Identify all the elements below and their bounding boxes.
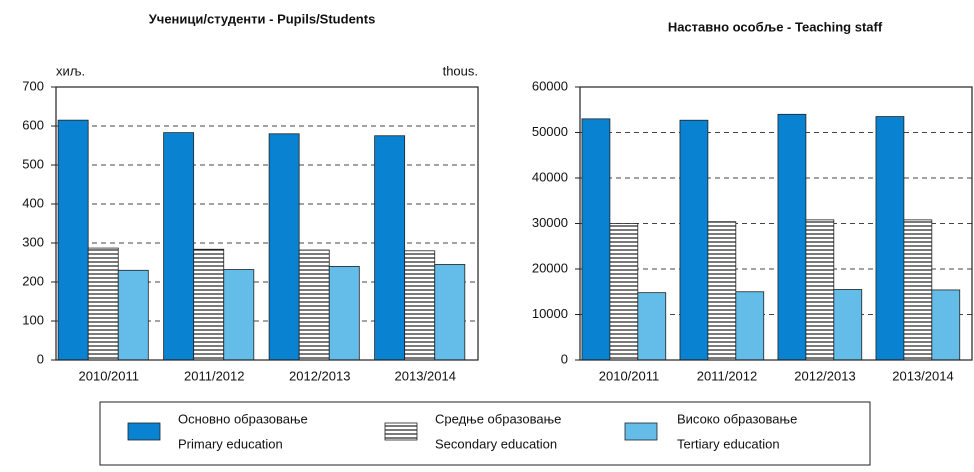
y-tick-label: 60000 (532, 78, 568, 93)
x-tick-label: 2010/2011 (599, 368, 660, 383)
bar (163, 132, 195, 361)
x-tick-label: 2013/2014 (395, 368, 456, 383)
y-tick-label: 30000 (532, 215, 568, 230)
y-tick-label: 200 (22, 273, 44, 288)
bar (805, 219, 835, 361)
bar (268, 133, 300, 361)
chart-title: Ученици/студенти - Pupils/Students (149, 11, 376, 26)
y-tick-label: 600 (22, 117, 44, 132)
bar (193, 248, 225, 361)
bar (404, 250, 436, 361)
bar (298, 249, 330, 361)
bar (931, 289, 961, 361)
y-tick-label: 0 (37, 351, 44, 366)
bar (637, 292, 667, 361)
y-tick-label: 700 (22, 78, 44, 93)
bar (117, 269, 149, 361)
bar (903, 219, 933, 361)
x-tick-label: 2013/2014 (892, 368, 953, 383)
plot-frame (55, 86, 479, 361)
y-tick-label: 300 (22, 234, 44, 249)
legend-box (99, 401, 871, 466)
bar (707, 221, 737, 361)
bar (581, 118, 611, 361)
plot-frame (579, 86, 973, 361)
x-tick-label: 2012/2013 (794, 368, 855, 383)
y-tick-label: 500 (22, 156, 44, 171)
unit-label: хиљ. (56, 63, 85, 78)
x-tick-label: 2011/2012 (184, 368, 245, 383)
y-tick-label: 50000 (532, 124, 568, 139)
legend-swatch (624, 422, 658, 441)
bar (833, 289, 863, 361)
y-tick-label: 0 (561, 351, 568, 366)
legend-swatch (127, 422, 161, 441)
x-tick-label: 2011/2012 (697, 368, 758, 383)
bar (87, 247, 119, 361)
legend-label: Primary education (178, 436, 283, 451)
legend-label: Secondary education (435, 436, 557, 451)
legend-label: Основно образовање (178, 411, 308, 426)
legend-swatch (384, 422, 418, 441)
bar (735, 291, 765, 361)
legend-label: Tertiary education (677, 436, 780, 451)
x-tick-label: 2012/2013 (289, 368, 350, 383)
bar (374, 135, 406, 361)
bar (434, 264, 466, 361)
y-tick-label: 10000 (532, 306, 568, 321)
bar (609, 223, 639, 361)
bar (875, 116, 905, 361)
bar (679, 119, 709, 361)
y-tick-label: 400 (22, 195, 44, 210)
y-tick-label: 40000 (532, 169, 568, 184)
chart-title: Наставно особље - Teaching staff (668, 19, 883, 34)
bar (777, 113, 807, 361)
bar (328, 265, 360, 361)
y-tick-label: 100 (22, 312, 44, 327)
x-tick-label: 2010/2011 (79, 368, 140, 383)
unit-label: thous. (443, 63, 478, 78)
legend-label: Високо образовање (677, 411, 797, 426)
y-tick-label: 20000 (532, 260, 568, 275)
bar (57, 119, 89, 361)
bar (223, 269, 255, 361)
legend-label: Средње образовање (435, 411, 561, 426)
